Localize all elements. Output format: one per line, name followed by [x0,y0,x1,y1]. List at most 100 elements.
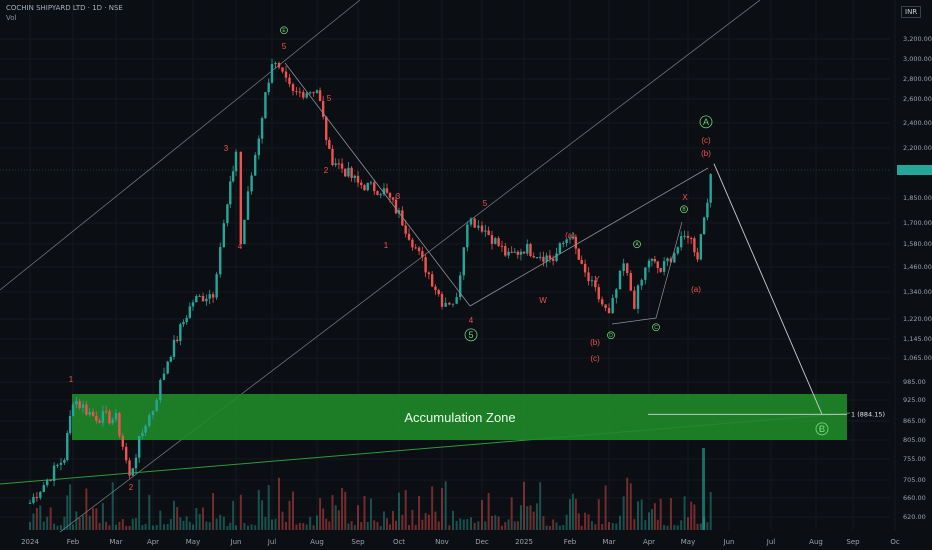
price-tick-label: 1,065.00 [903,354,932,362]
candle-body [516,251,520,255]
price-tick-label: 705.00 [903,476,926,484]
candle-body [101,411,105,423]
currency-badge[interactable]: INR [901,6,922,18]
candle-body [201,295,205,302]
projection-line [713,163,823,415]
candle-body [535,257,539,259]
volume-bar [105,521,108,530]
candle-body [219,247,222,275]
candle-body [350,167,353,178]
volume-bar [29,522,31,530]
candle-body [459,275,462,298]
volume-bar [72,524,74,530]
volume-bar [344,491,347,530]
volume-bar [360,522,363,530]
volume-bar [169,518,172,530]
volume-bar [188,521,191,530]
volume-bar [232,500,235,530]
volume-bar [394,520,397,530]
candle-body [644,267,647,280]
candle-body [191,302,195,307]
candle-body [308,92,312,94]
wave-label: (a) [691,285,701,294]
volume-bar [542,516,545,530]
candle-body [571,236,575,239]
candle-body [88,411,91,415]
candle-body [507,251,510,256]
volume-bar [131,518,134,530]
candle-body [334,163,337,166]
candle-body [636,285,640,309]
volume-bar [590,521,593,530]
volume-bar [408,524,411,530]
volume-bar [513,521,516,530]
volume-bar [490,515,493,530]
volume-bar [690,501,693,530]
wave-label: C [819,424,826,434]
volume-bar [594,524,597,530]
time-tick-label: Feb [564,538,577,546]
volume-bar [459,518,462,530]
candle-body [633,290,636,309]
candle-body [706,202,709,218]
candle-body [246,191,250,220]
candle-body [659,268,662,272]
candle-body [385,188,389,193]
volume-bar [604,485,607,530]
wave-label: (b) [590,338,600,347]
candle-body [376,191,379,195]
candle-body [274,62,277,65]
candle-body [497,238,500,246]
volume-bar [163,524,165,530]
volume-bar [558,525,561,530]
candle-body [448,302,451,305]
time-tick-label: Jun [230,538,242,546]
time-tick-label: Dec [475,538,489,546]
volume-bar [382,511,385,530]
volume-bar [347,523,350,530]
candle-body [676,247,679,254]
volume-bar [42,521,45,530]
wave-label: 2 [129,483,134,492]
volume-bar [699,523,702,530]
wave-ring [652,323,660,332]
candle-body [709,174,712,203]
volume-bar [35,507,38,530]
volume-bar [239,494,242,530]
volume-bar [219,514,222,530]
candle-body [295,91,298,93]
candle-body [407,233,411,240]
volume-bar [53,523,56,530]
volume-bar [138,479,141,530]
volume-bar [470,517,472,530]
candle-body [151,411,155,416]
time-tick-label: Apr [643,538,655,546]
price-tick-label: 865.00 [903,417,926,425]
candle-body [607,307,611,314]
candle-body [231,171,235,182]
candle-body [344,168,347,177]
volume-bar [235,525,237,530]
wave-label: C [654,325,658,331]
volume-bar [418,495,421,530]
volume-bar [629,483,632,530]
volume-bar [669,498,672,530]
candle-body [702,217,706,235]
volume-bar [75,511,78,530]
volume-bar [519,505,522,530]
candle-body [490,235,494,244]
candle-body [264,92,267,119]
candle-body [148,415,151,426]
wave-label: 5 [468,330,473,340]
price-tick-label: 1,580.00 [903,240,932,248]
candle-body [480,225,484,232]
candle-body [254,155,257,176]
volume-bar [185,516,188,530]
price-tick-label: 2,400.00 [903,119,932,127]
wave-label: (a) [565,231,575,240]
price-tick-label: 1,145.00 [903,335,932,343]
volume-bar [267,484,270,530]
volume-bar [455,520,458,530]
volume-bar [687,517,689,530]
